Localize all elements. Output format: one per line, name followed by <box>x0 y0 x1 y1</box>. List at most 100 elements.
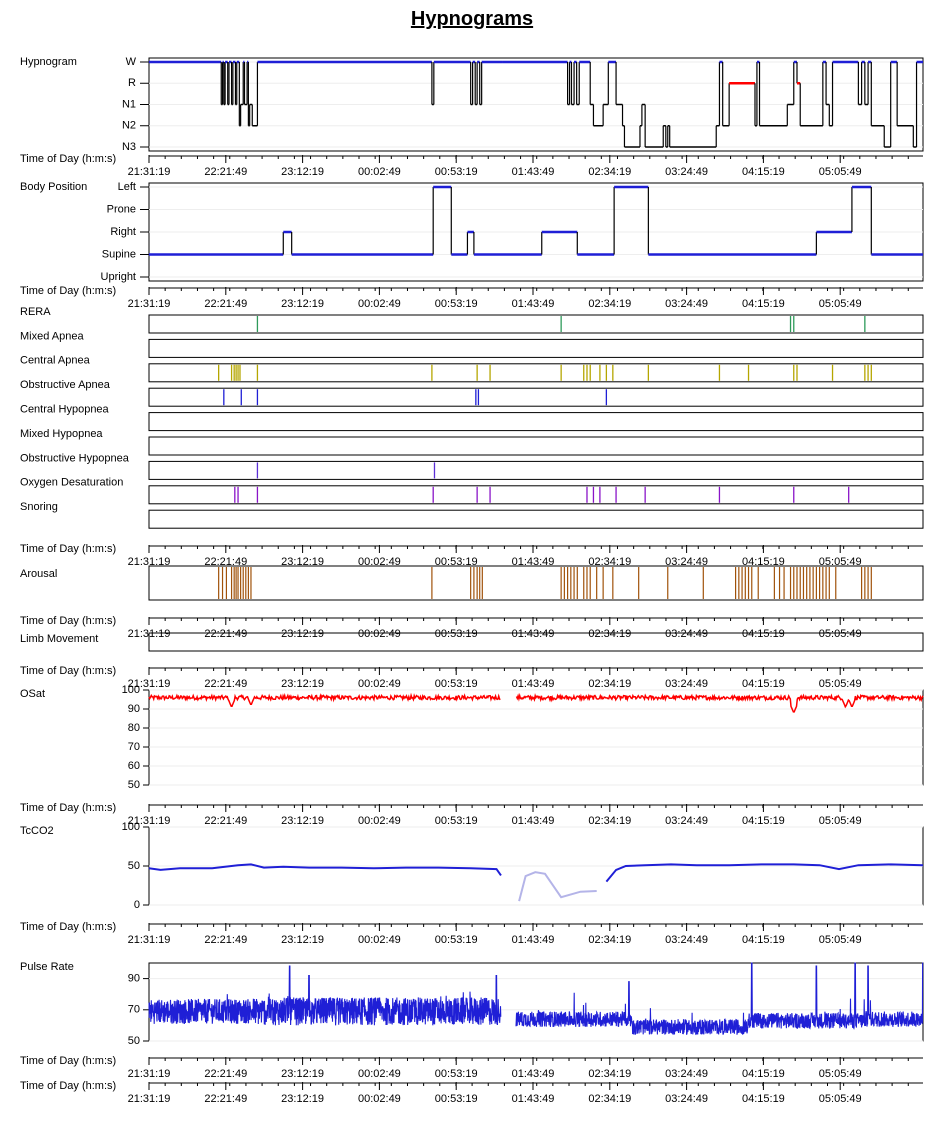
time-tick-label: 03:24:49 <box>665 1068 708 1080</box>
tcco2-series-line <box>605 863 924 883</box>
tcco2-y-tick-label: 50 <box>128 860 140 872</box>
osat-y-tick-label: 50 <box>128 779 140 791</box>
time-tick-label: 21:31:19 <box>128 166 171 178</box>
time-tick-label: 00:02:49 <box>358 628 401 640</box>
rera-label: RERA <box>20 306 51 318</box>
time-tick-label: 04:15:19 <box>742 815 785 827</box>
snoring-label: Snoring <box>20 501 58 513</box>
time-axis-label: Time of Day (h:m:s) <box>20 285 116 297</box>
time-tick-label: 22:21:49 <box>204 556 247 568</box>
body-position-y-tick-label: Left <box>118 181 136 193</box>
time-tick-label: 00:53:19 <box>435 815 478 827</box>
hypnogram-y-tick-label: N2 <box>122 120 136 132</box>
time-axis-label: Time of Day (h:m:s) <box>20 543 116 555</box>
obstructive-apnea-label: Obstructive Apnea <box>20 379 111 391</box>
osat-y-tick-label: 70 <box>128 741 140 753</box>
time-tick-label: 02:34:19 <box>588 166 631 178</box>
time-tick-label: 01:43:49 <box>512 815 555 827</box>
time-tick-label: 23:12:19 <box>281 298 324 310</box>
pulse-rate-y-tick-label: 50 <box>128 1035 140 1047</box>
time-tick-label: 04:15:19 <box>742 298 785 310</box>
time-tick-label: 21:31:19 <box>128 1093 171 1105</box>
time-tick-label: 04:15:19 <box>742 1068 785 1080</box>
limb-movement-label: Limb Movement <box>20 633 98 645</box>
time-tick-label: 00:02:49 <box>358 1068 401 1080</box>
pulse-rate-series-line <box>515 962 924 1036</box>
hypnogram-y-tick-label: W <box>126 56 137 68</box>
time-tick-label: 23:12:19 <box>281 166 324 178</box>
time-tick-label: 21:31:19 <box>128 815 171 827</box>
time-tick-label: 02:34:19 <box>588 934 631 946</box>
time-tick-label: 21:31:19 <box>128 934 171 946</box>
time-tick-label: 04:15:19 <box>742 556 785 568</box>
time-tick-label: 22:21:49 <box>204 166 247 178</box>
time-tick-label: 00:53:19 <box>435 628 478 640</box>
time-tick-label: 01:43:49 <box>512 556 555 568</box>
time-tick-label: 03:24:49 <box>665 1093 708 1105</box>
time-tick-label: 04:15:19 <box>742 678 785 690</box>
time-tick-label: 23:12:19 <box>281 1093 324 1105</box>
time-tick-label: 01:43:49 <box>512 1068 555 1080</box>
time-tick-label: 04:15:19 <box>742 934 785 946</box>
osat-y-tick-label: 90 <box>128 703 140 715</box>
arousal-label: Arousal <box>20 568 57 580</box>
time-tick-label: 04:15:19 <box>742 1093 785 1105</box>
hypnogram-y-tick-label: N1 <box>122 98 136 110</box>
time-tick-label: 03:24:49 <box>665 815 708 827</box>
time-tick-label: 01:43:49 <box>512 678 555 690</box>
time-tick-label: 05:05:49 <box>819 934 862 946</box>
time-tick-label: 21:31:19 <box>128 678 171 690</box>
time-tick-label: 05:05:49 <box>819 166 862 178</box>
time-tick-label: 05:05:49 <box>819 1068 862 1080</box>
time-tick-label: 22:21:49 <box>204 1093 247 1105</box>
mixed-hypopnea-label: Mixed Hypopnea <box>20 428 103 440</box>
time-tick-label: 23:12:19 <box>281 815 324 827</box>
tcco2-y-tick-label: 100 <box>122 821 140 833</box>
time-tick-label: 00:53:19 <box>435 556 478 568</box>
time-tick-label: 02:34:19 <box>588 678 631 690</box>
body-position-y-tick-label: Upright <box>101 271 136 283</box>
time-tick-label: 00:02:49 <box>358 556 401 568</box>
obstructive-hypopnea-label: Obstructive Hypopnea <box>20 452 130 464</box>
time-tick-label: 22:21:49 <box>204 678 247 690</box>
time-tick-label: 21:31:19 <box>128 1068 171 1080</box>
central-apnea-label: Central Apnea <box>20 355 91 367</box>
hypnogram-y-tick-label: R <box>128 77 136 89</box>
time-tick-label: 05:05:49 <box>819 298 862 310</box>
osat-y-tick-label: 60 <box>128 760 140 772</box>
tcco2-series-line-faint <box>518 871 597 902</box>
page-title: Hypnograms <box>410 8 534 30</box>
osat-series-line <box>515 692 924 713</box>
time-tick-label: 23:12:19 <box>281 1068 324 1080</box>
time-tick-label: 21:31:19 <box>128 298 171 310</box>
time-tick-label: 01:43:49 <box>512 934 555 946</box>
arousal-frame <box>148 565 924 601</box>
pulse-rate-y-tick-label: 70 <box>128 1004 140 1016</box>
osat-series-line <box>148 692 501 707</box>
time-tick-label: 00:02:49 <box>358 1093 401 1105</box>
time-tick-label: 03:24:49 <box>665 678 708 690</box>
time-tick-label: 05:05:49 <box>819 628 862 640</box>
hypnogram-y-tick-label: N3 <box>122 141 136 153</box>
rera-frame <box>148 314 924 334</box>
body-position-y-tick-label: Supine <box>102 248 136 260</box>
time-tick-label: 22:21:49 <box>204 298 247 310</box>
time-axis-label: Time of Day (h:m:s) <box>20 802 116 814</box>
tcco2-label: TcCO2 <box>20 825 54 837</box>
time-tick-label: 05:05:49 <box>819 815 862 827</box>
osat-y-tick-label: 100 <box>122 684 140 696</box>
snoring-frame <box>148 509 924 529</box>
pulse-rate-y-tick-label: 90 <box>128 973 140 985</box>
tcco2-y-tick-label: 0 <box>134 899 140 911</box>
time-tick-label: 01:43:49 <box>512 166 555 178</box>
time-tick-label: 02:34:19 <box>588 1093 631 1105</box>
time-tick-label: 03:24:49 <box>665 628 708 640</box>
limb-movement-frame <box>148 632 924 652</box>
central-hypopnea-frame <box>148 412 924 432</box>
time-tick-label: 22:21:49 <box>204 1068 247 1080</box>
time-tick-label: 05:05:49 <box>819 556 862 568</box>
central-apnea-frame <box>148 363 924 383</box>
time-tick-label: 00:02:49 <box>358 678 401 690</box>
time-tick-label: 02:34:19 <box>588 1068 631 1080</box>
